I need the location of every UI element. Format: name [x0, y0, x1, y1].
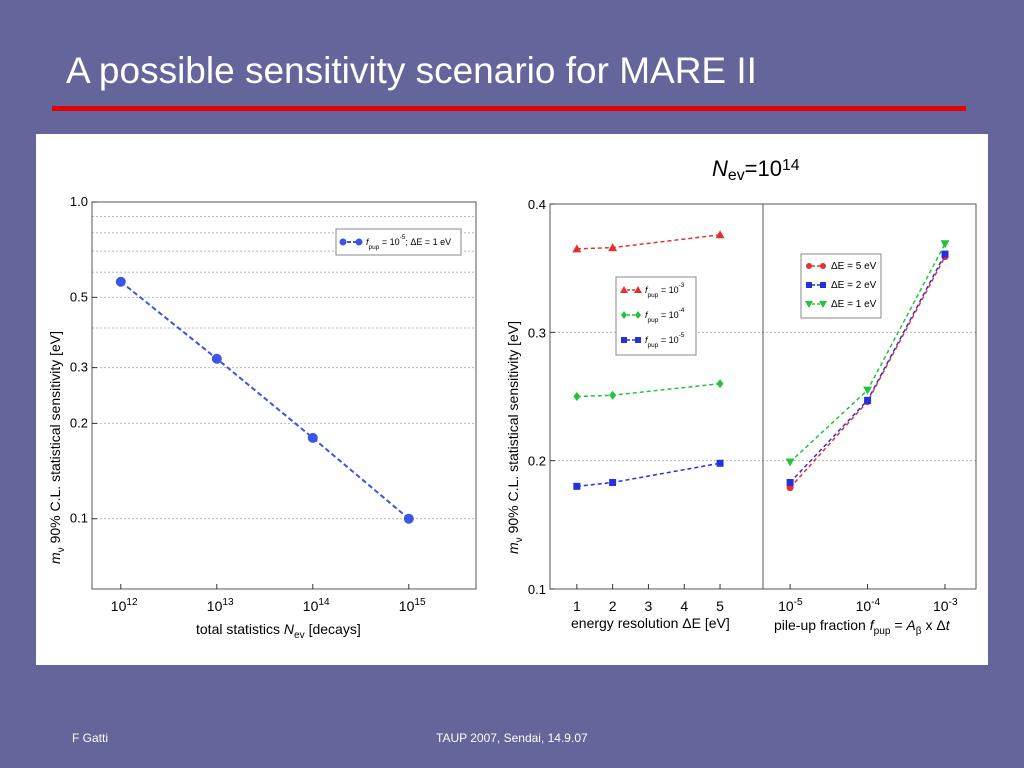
panel-a-legend-marker: [635, 311, 641, 319]
panel-a-x-tick-label: 1: [573, 598, 581, 614]
panel-b-legend-label: ΔE = 2 eV: [831, 280, 877, 291]
panel-b-legend-label: ΔE = 1 eV: [831, 299, 877, 310]
panel-b-legend-marker: [805, 301, 813, 308]
left-data-point: [307, 432, 318, 443]
left-x-axis-label: total statistics Nev [decays]: [196, 621, 361, 641]
right-y-tick-label: 0.3: [528, 325, 546, 340]
panel-b-legend-marker: [820, 282, 826, 288]
panel-a-series-line: [576, 462, 721, 488]
panel-b-legend-marker: [819, 301, 827, 308]
left-x-tick-label: 1015: [399, 597, 426, 614]
right-y-axis-label: mν 90% C.L. statistical sensitivity [eV]: [505, 321, 525, 554]
panel-b-data-point: [941, 250, 949, 258]
panel-b-legend-marker: [806, 282, 812, 288]
left-y-tick-label: 0.2: [70, 415, 88, 430]
panel-a-data-point: [716, 379, 724, 389]
panel-b-x-tick-label: 10-4: [856, 597, 881, 614]
panel-a-data-point: [608, 243, 618, 252]
panel-a-x-tick-label: 5: [716, 598, 724, 614]
panel-a-x-axis-label: energy resolution ΔE [eV]: [571, 615, 730, 631]
panel-b-legend-marker: [820, 263, 826, 269]
panel-a-x-tick-label: 4: [680, 598, 688, 614]
panel-b-legend-box: [800, 253, 882, 319]
panel-a-legend-marker: [621, 311, 627, 319]
left-x-tick-label: 1013: [207, 597, 234, 614]
panel-b-data-point: [785, 458, 795, 467]
title-rule: [52, 106, 966, 111]
right-chart-title: Nev=1014: [712, 156, 800, 184]
panel-b-x-tick-label: 10-3: [933, 597, 958, 614]
left-legend-marker: [355, 238, 363, 246]
left-y-axis-label: mν 90% C.L. statistical sensitivity [eV]: [47, 331, 67, 564]
footer-event: TAUP 2007, Sendai, 14.9.07: [436, 731, 588, 745]
left-data-point: [211, 353, 222, 364]
panel-a-data-point: [573, 392, 581, 401]
panel-b-data-point: [863, 386, 873, 395]
figure-svg: 1.0 0.5 0.3 0.2 0.1 1012 1013 1014 1015 fpup = 10…: [47, 156, 977, 641]
panel-a-series-line: [576, 234, 721, 250]
right-y-tick-label: 0.4: [528, 197, 546, 212]
panel-a-data-point: [573, 482, 581, 490]
left-legend-box: [335, 228, 462, 256]
panel-a-legend-label: fpup = 10-3: [645, 282, 685, 299]
left-legend-marker: [339, 238, 347, 246]
panel-a-data-point: [716, 459, 724, 467]
panel-b-legend-marker: [806, 263, 812, 269]
left-series-line: [120, 280, 410, 520]
panel-a-legend-label: fpup = 10-5: [645, 332, 685, 349]
panel-b-data-point: [786, 478, 794, 486]
right-y-tick-label: 0.2: [528, 454, 546, 469]
panel-b-x-axis-label: pile-up fraction fpup = Aβ x Δt: [774, 617, 951, 637]
panel-a-data-point: [572, 244, 582, 253]
left-data-point: [403, 513, 414, 524]
panel-a-data-point: [609, 478, 617, 486]
figure-panel: 1.0 0.5 0.3 0.2 0.1 1012 1013 1014 1015 fpup = 10…: [36, 134, 988, 665]
panel-b-x-tick-label: 10-5: [778, 597, 803, 614]
left-y-tick-label: 0.3: [70, 360, 88, 375]
panel-a-x-tick-label: 3: [645, 598, 653, 614]
panel-a-legend-marker: [635, 337, 641, 343]
panel-a-legend-marker: [620, 286, 628, 293]
left-y-tick-label: 1.0: [70, 194, 88, 209]
left-x-tick-label: 1012: [111, 597, 138, 614]
footer-author: F Gatti: [72, 731, 109, 745]
panel-a-legend-marker: [621, 337, 627, 343]
left-y-tick-label: 0.5: [70, 289, 88, 304]
panel-b-legend-label: ΔE = 5 eV: [831, 261, 877, 272]
panel-a-x-tick-label: 2: [609, 598, 617, 614]
left-x-tick-label: 1014: [303, 597, 330, 614]
panel-a-legend-label: fpup = 10-4: [645, 307, 685, 324]
panel-b-data-point: [864, 396, 872, 404]
panel-a-series-line: [576, 382, 721, 398]
left-plot-frame: [91, 201, 477, 590]
panel-b-data-point: [940, 240, 950, 249]
panel-a-data-point: [715, 230, 725, 239]
panel-a-legend-marker: [634, 286, 642, 293]
right-y-tick-label: 0.1: [528, 582, 546, 597]
left-legend-label: fpup = 10-5; ΔE = 1 eV: [366, 234, 451, 251]
left-data-point: [115, 276, 126, 287]
panel-a-data-point: [609, 390, 617, 400]
slide-title: A possible sensitivity scenario for MARE…: [66, 50, 757, 91]
left-y-tick-label: 0.1: [70, 511, 88, 526]
